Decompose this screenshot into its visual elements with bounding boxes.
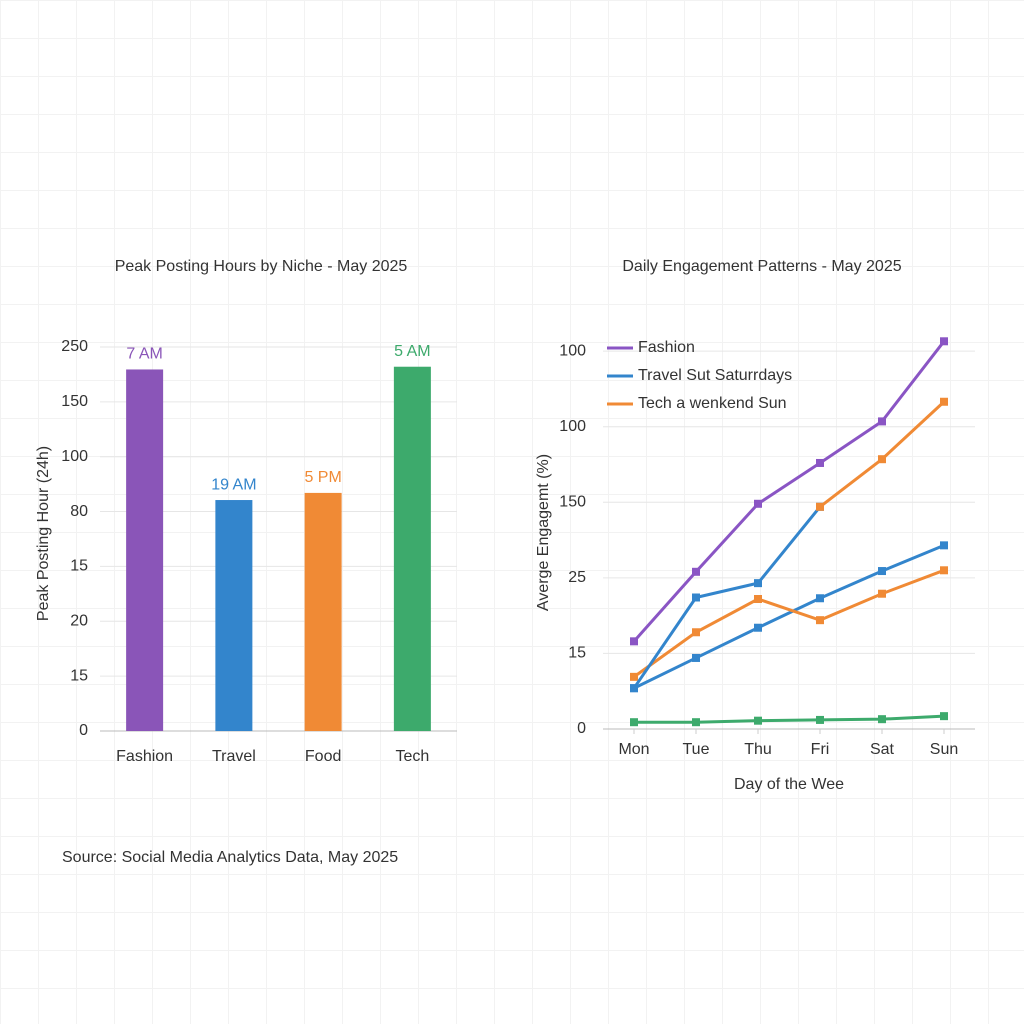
bar	[304, 492, 342, 731]
point	[630, 718, 638, 727]
y-tick-label: 80	[70, 503, 88, 520]
x-tick-label: Sun	[930, 741, 958, 758]
x-tick-label: Fashion	[116, 748, 173, 765]
point	[878, 589, 886, 598]
point	[878, 455, 886, 464]
point	[630, 684, 638, 693]
point	[878, 567, 886, 576]
x-tick-label: Fri	[811, 741, 830, 758]
point	[940, 397, 948, 406]
y-tick-label: 100	[61, 448, 88, 465]
bar-label: 7 AM	[126, 346, 162, 363]
point	[692, 628, 700, 637]
bar	[126, 369, 164, 731]
point	[940, 541, 948, 550]
x-tick-label: Tue	[683, 741, 710, 758]
y-tick-label: 100	[559, 418, 586, 435]
point	[754, 623, 762, 632]
bar-label: 5 AM	[394, 343, 430, 360]
point	[878, 715, 886, 724]
y-tick-label: 25	[568, 569, 586, 586]
source-note: Source: Social Media Analytics Data, May…	[62, 849, 398, 866]
x-tick-label: Mon	[618, 741, 649, 758]
x-tick-label: Thu	[744, 741, 772, 758]
point	[940, 566, 948, 575]
point	[692, 653, 700, 662]
chart-title: Peak Posting Hours by Niche - May 2025	[115, 258, 408, 275]
x-tick-label: Tech	[395, 748, 429, 765]
series-line	[632, 505, 822, 690]
series-line	[633, 543, 945, 690]
point	[816, 502, 824, 511]
bar	[393, 366, 431, 731]
point	[754, 595, 762, 604]
y-tick-label: 15	[568, 645, 586, 662]
bar-label: 5 PM	[304, 469, 341, 486]
x-tick-label: Travel	[212, 748, 256, 765]
point	[816, 616, 824, 625]
y-tick-label: 20	[70, 612, 88, 629]
point	[754, 579, 762, 588]
bar	[215, 500, 253, 731]
point	[692, 718, 700, 727]
legend-label: Tech a wenkend Sun	[638, 395, 787, 412]
series-line	[633, 568, 945, 679]
y-tick-label: 100	[559, 342, 586, 359]
point	[692, 593, 700, 602]
point	[754, 716, 762, 725]
y-tick-label: 15	[70, 667, 88, 684]
x-tick-label: Food	[305, 748, 341, 765]
y-axis-label: Peak Posting Hour (24h)	[35, 446, 52, 621]
legend-label: Fashion	[638, 339, 695, 356]
point	[940, 337, 948, 346]
point	[630, 637, 638, 646]
point	[816, 458, 824, 467]
series-line	[632, 340, 946, 643]
y-tick-label: 250	[61, 338, 88, 355]
x-tick-label: Sat	[870, 741, 895, 758]
y-tick-label: 15	[70, 558, 88, 575]
point	[940, 712, 948, 721]
point	[816, 715, 824, 724]
y-tick-label: 0	[577, 720, 586, 737]
y-tick-label: 0	[79, 722, 88, 739]
legend-label: Travel Sut Saturrdays	[638, 367, 792, 384]
x-axis-label: Day of the Wee	[734, 776, 844, 793]
point	[692, 567, 700, 576]
bar-label: 19 AM	[211, 476, 256, 493]
point	[816, 594, 824, 603]
y-axis-label: Averge Engagemt (%)	[535, 454, 552, 611]
y-tick-label: 150	[559, 493, 586, 510]
point	[878, 417, 886, 426]
chart-title: Daily Engagement Patterns - May 2025	[622, 258, 901, 275]
series-line	[634, 714, 945, 724]
point	[630, 672, 638, 681]
y-tick-label: 150	[61, 393, 88, 410]
point	[754, 499, 762, 508]
